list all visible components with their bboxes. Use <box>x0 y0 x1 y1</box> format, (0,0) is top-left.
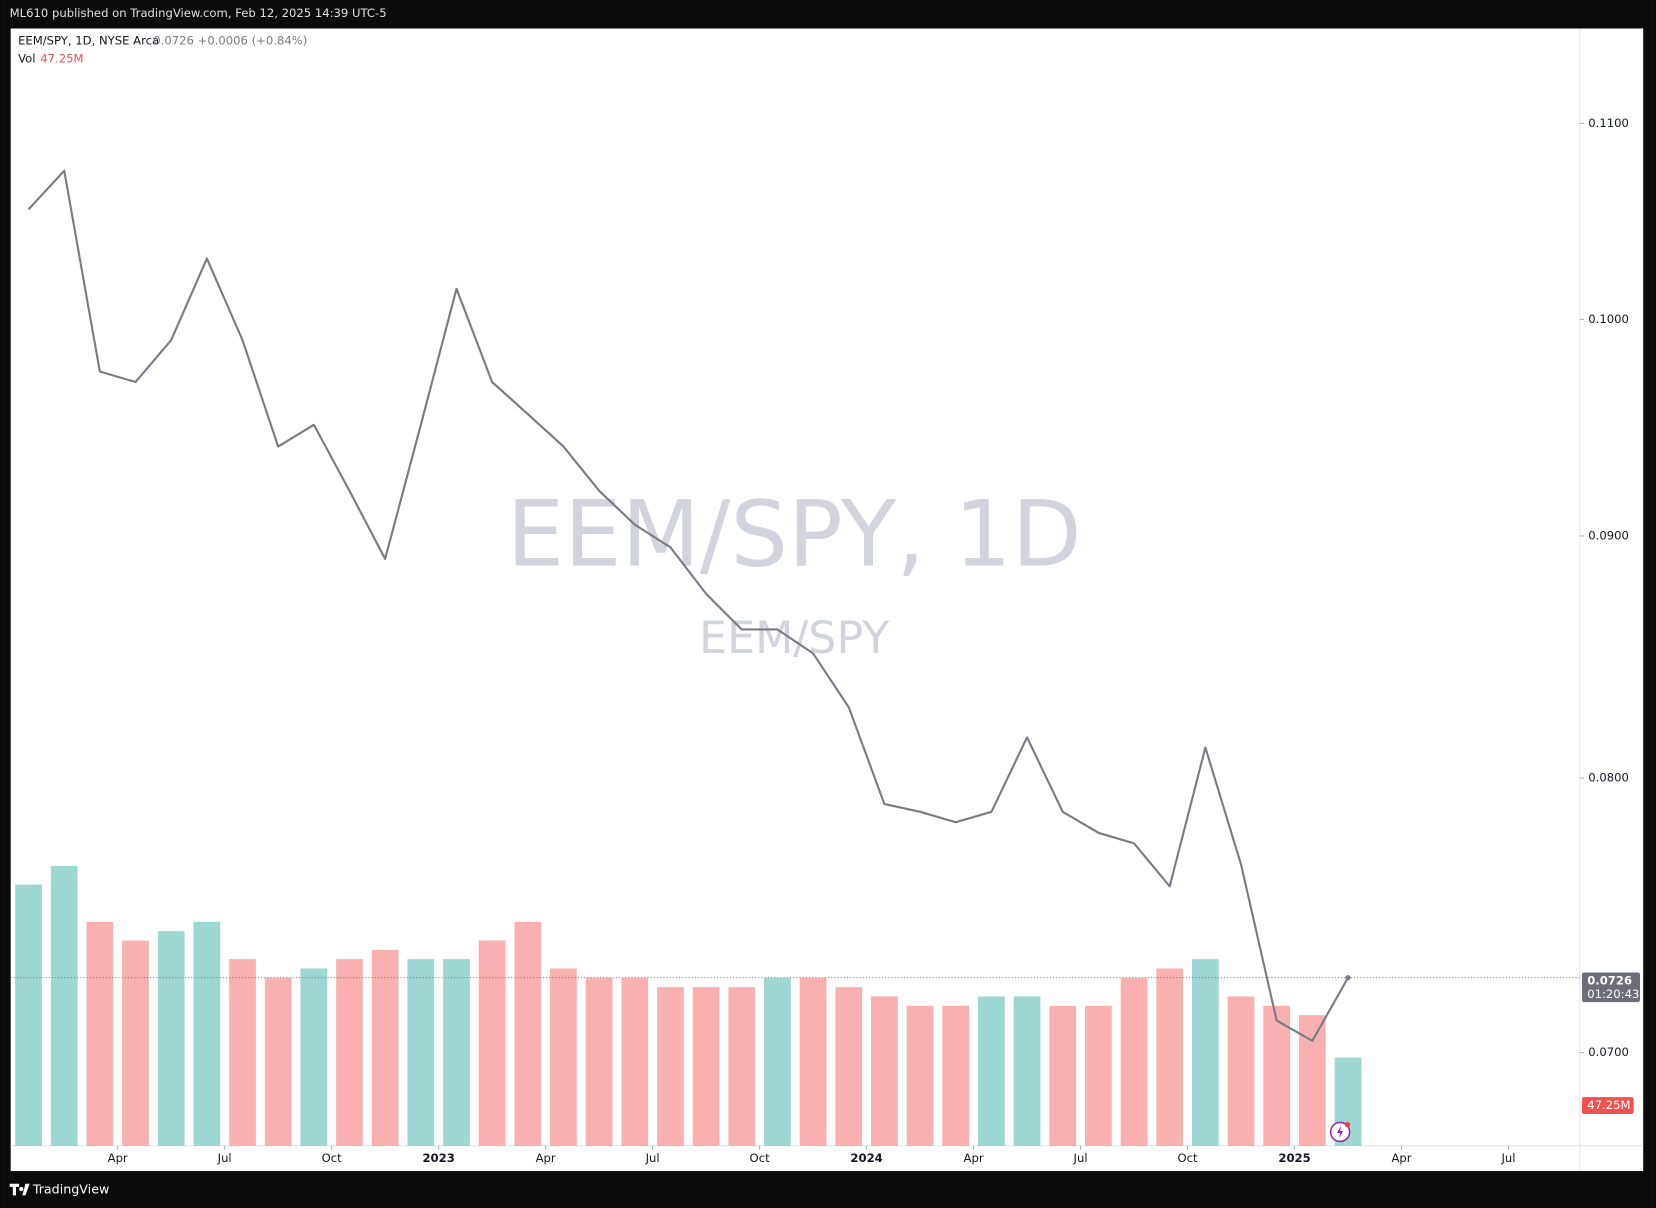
x-tick-label: Apr <box>108 1151 128 1165</box>
volume-bar <box>550 968 577 1146</box>
watermark: EEM/SPY, 1D EEM/SPY <box>507 483 1082 664</box>
volume-bar <box>621 977 649 1146</box>
price-change: +0.0006 (+0.84%) <box>198 34 308 48</box>
volume-bar <box>1120 977 1148 1146</box>
x-tick-label: Apr <box>1391 1151 1411 1165</box>
alert-bolt <box>1336 1125 1344 1139</box>
x-tick-label: Oct <box>750 1151 771 1165</box>
price-line <box>27 169 1349 1042</box>
price-tag-countdown: 01:20:43 <box>1587 987 1639 1001</box>
volume-bar <box>1263 1005 1291 1146</box>
volume-bar <box>942 1005 970 1146</box>
volume-bar <box>514 921 542 1146</box>
x-tick-label: 2024 <box>850 1151 882 1165</box>
volume-bar <box>764 977 791 1146</box>
publisher-line: ML610 published on TradingView.com, Feb … <box>10 6 387 20</box>
x-tick-label: Jul <box>645 1151 660 1165</box>
y-tick-label: 0.1000 <box>1588 312 1629 326</box>
volume-bar <box>1192 959 1219 1146</box>
x-tick-label: 2023 <box>422 1151 454 1165</box>
x-tick-label: Apr <box>536 1151 556 1165</box>
volume-bar <box>835 987 863 1146</box>
x-tick-label: Apr <box>964 1151 984 1165</box>
price-tag-value: 0.0726 <box>1587 973 1632 987</box>
y-tick-label: 0.1100 <box>1588 116 1629 130</box>
volume-bar <box>86 921 114 1146</box>
volume-bar <box>407 959 435 1146</box>
volume-bar <box>229 959 256 1146</box>
volume-bar <box>978 996 1005 1146</box>
legend: EEM/SPY, 1D, NYSE Arca 0.0726 +0.0006 (+… <box>18 34 307 66</box>
x-tick-label: Oct <box>1178 1151 1199 1165</box>
symbol-label[interactable]: EEM/SPY, 1D, NYSE Arca <box>18 34 159 48</box>
plot-area: 0.1100 0.1000 0.0900 0.0800 0.0700 Apr Jul Oct 2… <box>10 116 1629 1165</box>
x-tick-label: 2025 <box>1278 1151 1310 1165</box>
x-tick-label: Jul <box>1501 1151 1516 1165</box>
volume-bar <box>1227 996 1255 1146</box>
volume-bar <box>1013 996 1041 1146</box>
volume-bar <box>692 987 720 1146</box>
alert-icon[interactable] <box>1329 1121 1351 1143</box>
volume-tag-box <box>1581 1097 1634 1115</box>
volume-bar <box>264 977 292 1146</box>
volume-bar <box>585 977 613 1146</box>
volume-bar <box>443 959 470 1146</box>
volume-bar <box>157 931 185 1146</box>
last-price: 0.0726 <box>153 34 194 48</box>
volume-bar <box>15 884 42 1146</box>
price-tag-box <box>1581 972 1641 1003</box>
volume-bar <box>906 1005 934 1146</box>
x-tick-label: Jul <box>217 1151 232 1165</box>
volume-bar <box>300 968 328 1146</box>
chart-panel <box>10 28 1644 1172</box>
volume-tag: 47.25M <box>1581 1097 1634 1115</box>
y-tick-label: 0.0700 <box>1588 1045 1629 1059</box>
alert-dot <box>1344 1121 1351 1128</box>
volume-bar <box>871 996 898 1146</box>
last-price-dot <box>1345 974 1351 981</box>
volume-bar <box>371 949 399 1146</box>
x-tick-label: Oct <box>322 1151 343 1165</box>
x-tick-label: Jul <box>1073 1151 1088 1165</box>
volume-bar <box>1156 968 1184 1146</box>
volume-tag-value: 47.25M <box>1587 1098 1630 1112</box>
volume-bar <box>336 959 363 1146</box>
volume-bar <box>1085 1005 1112 1146</box>
volume-bar <box>728 987 756 1146</box>
volume-last: 47.25M <box>40 52 83 66</box>
volume-bar <box>1049 1005 1077 1146</box>
volume-bar <box>122 940 149 1146</box>
watermark-title: EEM/SPY, 1D <box>507 483 1082 588</box>
volume-bar <box>799 977 827 1146</box>
y-tick-label: 0.0900 <box>1588 528 1629 542</box>
volume-bar <box>193 921 221 1146</box>
volume-bar <box>657 987 684 1146</box>
brand-name[interactable]: TradingView <box>32 1182 109 1197</box>
volume-bar <box>478 940 506 1146</box>
volume-bar <box>50 865 78 1146</box>
watermark-symbol: EEM/SPY <box>699 613 890 664</box>
price-tag: 0.0726 01:20:43 <box>1581 972 1641 1003</box>
y-tick-label: 0.0800 <box>1588 771 1629 785</box>
volume-title[interactable]: Vol <box>18 52 35 66</box>
